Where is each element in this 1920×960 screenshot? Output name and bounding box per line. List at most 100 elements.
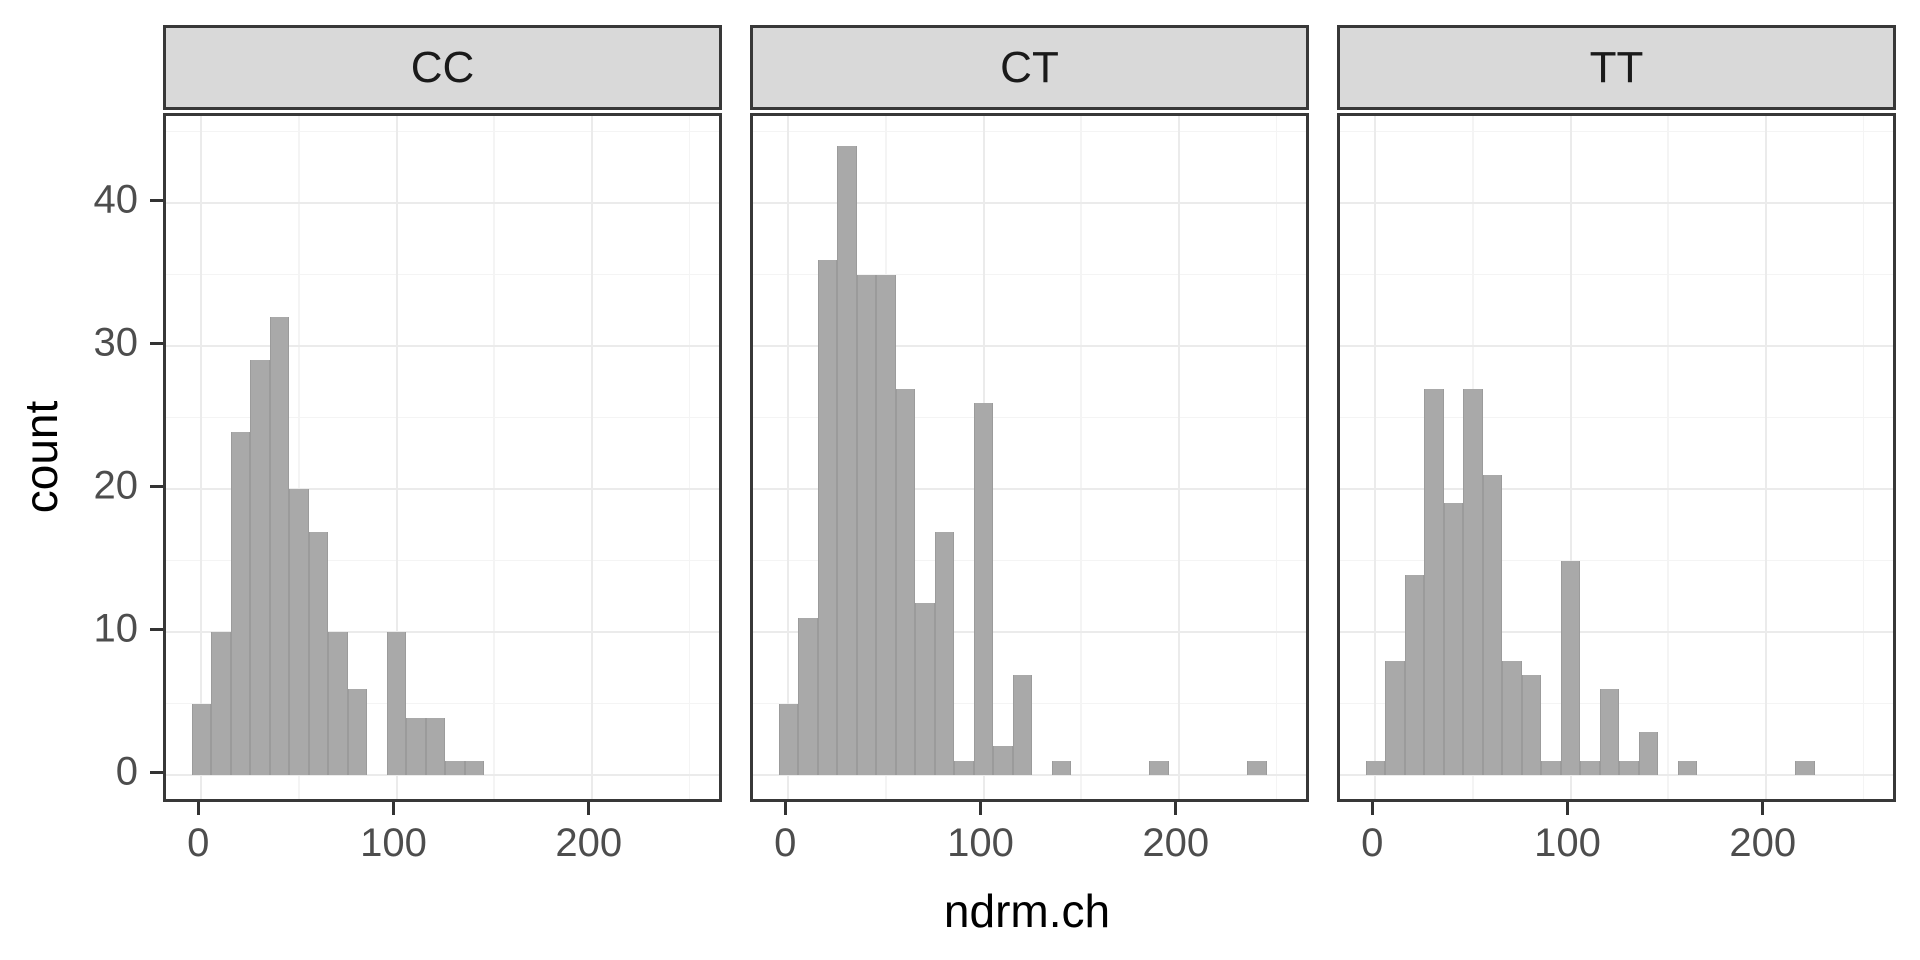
histogram-bar [1385,660,1405,775]
histogram-bar [954,760,974,775]
histogram-bar [328,632,348,775]
x-tick-mark [1174,802,1178,815]
histogram-bar [1482,474,1503,775]
x-tick-label: 100 [360,821,427,865]
facet-strip-label: CC [410,42,475,92]
gridline-x-major [395,116,398,799]
x-tick-label: 0 [774,821,797,865]
gridline-x-minor [1080,116,1082,799]
y-tick-label: 40 [93,177,139,222]
facet-strip-label: CT [1000,42,1059,92]
gridline-y-major [753,488,1306,490]
histogram-bar [1795,760,1815,775]
x-tick-label: 200 [1142,821,1210,865]
gridline-y-major [753,774,1306,776]
facet-strip-label: TT [1589,42,1644,92]
x-tick-mark [1761,802,1765,815]
y-tick-mark [150,341,163,345]
gridline-x-major [590,116,593,799]
histogram-bar [1365,760,1386,775]
y-axis-title: count [15,400,67,514]
histogram-bar [464,760,485,775]
gridline-y-major [753,631,1306,633]
gridline-y-minor [753,130,1306,133]
histogram-bar [1012,674,1033,775]
histogram-bar [1404,574,1425,775]
histogram-bar [876,274,896,775]
histogram-bar [1638,732,1659,775]
gridline-y-major [1340,202,1893,204]
histogram-bar [308,531,329,775]
gridline-y-minor [166,702,719,705]
gridline-y-major [1340,488,1893,490]
facet-panel-CT [750,113,1309,802]
x-tick-label: 0 [187,821,210,865]
gridline-y-minor [166,130,719,133]
gridline-x-major [787,116,790,799]
histogram-bar [1521,674,1542,775]
x-tick-mark [1566,802,1570,815]
histogram-bar [1051,760,1072,775]
gridline-x-major [1569,116,1572,799]
gridline-x-minor [493,116,495,799]
histogram-bar [269,317,290,775]
gridline-x-minor [688,116,691,799]
histogram-bar [347,689,368,775]
histogram-bar [250,360,270,775]
histogram-bar [445,760,465,775]
histogram-bar [837,145,857,775]
histogram-bar [856,274,877,775]
gridline-x-major [1374,116,1377,799]
gridline-y-minor [166,416,719,419]
gridline-y-major [1340,631,1893,633]
gridline-x-minor [1862,116,1865,799]
histogram-bar [211,632,231,775]
histogram-bar [1619,760,1639,775]
y-tick-mark [150,198,163,202]
gridline-y-minor [753,559,1306,562]
histogram-bar [1560,560,1581,775]
histogram-bar [1677,760,1698,775]
histogram-bar [993,746,1013,775]
gridline-y-major [166,345,719,347]
gridline-y-major [166,488,719,490]
histogram-bar [1580,760,1600,775]
facet-panel-CC [163,113,722,802]
x-tick-label: 200 [1729,821,1797,865]
y-tick-label: 10 [93,606,139,651]
gridline-y-major [166,774,719,776]
y-tick-label: 30 [93,320,139,365]
x-tick-label: 100 [1534,821,1601,865]
x-tick-mark [587,802,591,815]
gridline-y-minor [1340,273,1893,276]
histogram-bar [915,603,935,775]
histogram-bar [1541,760,1561,775]
histogram-bar [425,717,446,775]
gridline-x-minor [1275,116,1278,799]
histogram-bar [798,617,818,775]
y-tick-mark [150,770,163,774]
histogram-bar [817,260,838,775]
y-tick-label: 0 [115,749,138,794]
histogram-bar [1502,660,1522,775]
histogram-bar [973,403,994,775]
gridline-x-minor [1667,116,1669,799]
gridline-y-minor [1340,416,1893,419]
y-tick-label: 20 [93,463,139,508]
gridline-x-major [1764,116,1767,799]
x-tick-mark [1370,802,1374,815]
histogram-bar [778,703,799,775]
facet-panel-TT [1337,113,1896,802]
gridline-y-minor [753,273,1306,276]
y-tick-mark [150,484,163,488]
histogram-bar [1247,760,1267,775]
x-tick-mark [979,802,983,815]
x-tick-mark [196,802,200,815]
facet-strip-CC: CC [163,25,722,110]
x-tick-label: 0 [1361,821,1384,865]
histogram-bar [1443,503,1464,775]
histogram-bar [406,717,426,775]
x-tick-label: 200 [555,821,623,865]
histogram-bar [1599,689,1620,775]
